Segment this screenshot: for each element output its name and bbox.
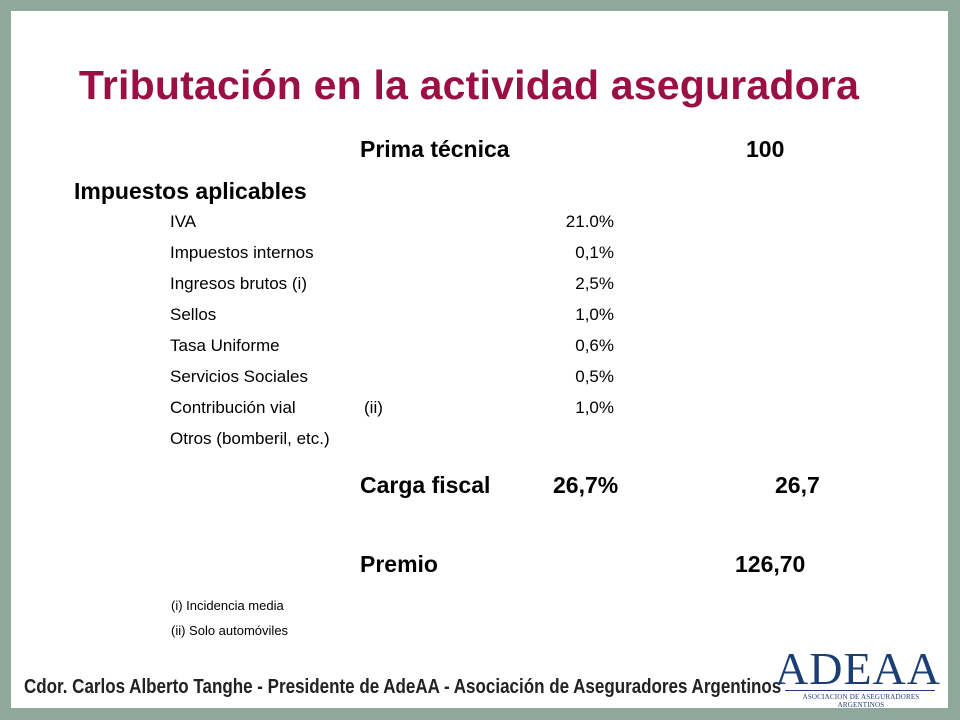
tax-rate: 0,5% bbox=[575, 367, 614, 386]
tax-rate: 1,0% bbox=[575, 305, 614, 324]
logo-wordmark: ADEAA bbox=[775, 643, 941, 694]
tax-row: Otros (bomberil, etc.) bbox=[170, 429, 620, 451]
prima-label: Prima técnica bbox=[360, 136, 510, 162]
slide bbox=[11, 11, 948, 708]
tax-rate: 1,0% bbox=[575, 398, 614, 417]
tax-name: Impuestos internos bbox=[170, 243, 314, 262]
tax-row: Servicios Sociales 0,5% bbox=[170, 367, 620, 389]
premio-value: 126,70 bbox=[735, 551, 806, 577]
presenter-footer: Cdor. Carlos Alberto Tanghe - Presidente… bbox=[24, 676, 782, 698]
footnote-i: (i) Incidencia media bbox=[171, 598, 284, 613]
tax-rate: 0,6% bbox=[575, 336, 614, 355]
carga-value: 26,7 bbox=[775, 472, 820, 498]
tax-row: Contribución vial (ii) 1,0% bbox=[170, 398, 620, 420]
logo-rule bbox=[785, 690, 935, 691]
tax-row: Impuestos internos 0,1% bbox=[170, 243, 620, 265]
tax-row: Ingresos brutos (i) 2,5% bbox=[170, 274, 620, 296]
impuestos-heading: Impuestos aplicables bbox=[74, 178, 307, 204]
tax-rate: 2,5% bbox=[575, 274, 614, 293]
footnote-ii: (ii) Solo automóviles bbox=[171, 623, 289, 638]
adeaa-logo: ADEAA ASOCIACION DE ASEGURADORES ARGENTI… bbox=[775, 642, 941, 709]
tax-name: Tasa Uniforme bbox=[170, 336, 280, 355]
tax-name: Otros (bomberil, etc.) bbox=[170, 429, 330, 448]
tax-rate: 0,1% bbox=[575, 243, 614, 262]
tax-name: IVA bbox=[170, 212, 197, 231]
carga-label: Carga fiscal bbox=[360, 472, 491, 498]
prima-value: 100 bbox=[746, 136, 785, 162]
tax-note: (ii) bbox=[364, 398, 383, 417]
premio-label: Premio bbox=[360, 551, 438, 577]
tax-row: IVA 21.0% bbox=[170, 212, 620, 234]
slide-title: Tributación en la actividad aseguradora bbox=[78, 62, 860, 108]
tax-name: Ingresos brutos (i) bbox=[170, 274, 307, 293]
tax-rate: 21.0% bbox=[565, 212, 614, 231]
tax-name: Sellos bbox=[170, 305, 217, 324]
tax-row: Sellos 1,0% bbox=[170, 305, 620, 327]
carga-pct: 26,7% bbox=[553, 472, 619, 498]
tax-name: Contribución vial bbox=[170, 398, 296, 417]
tax-row: Tasa Uniforme 0,6% bbox=[170, 336, 620, 358]
tax-name: Servicios Sociales bbox=[170, 367, 308, 386]
logo-subtitle: ASOCIACION DE ASEGURADORES ARGENTINOS bbox=[802, 693, 920, 709]
